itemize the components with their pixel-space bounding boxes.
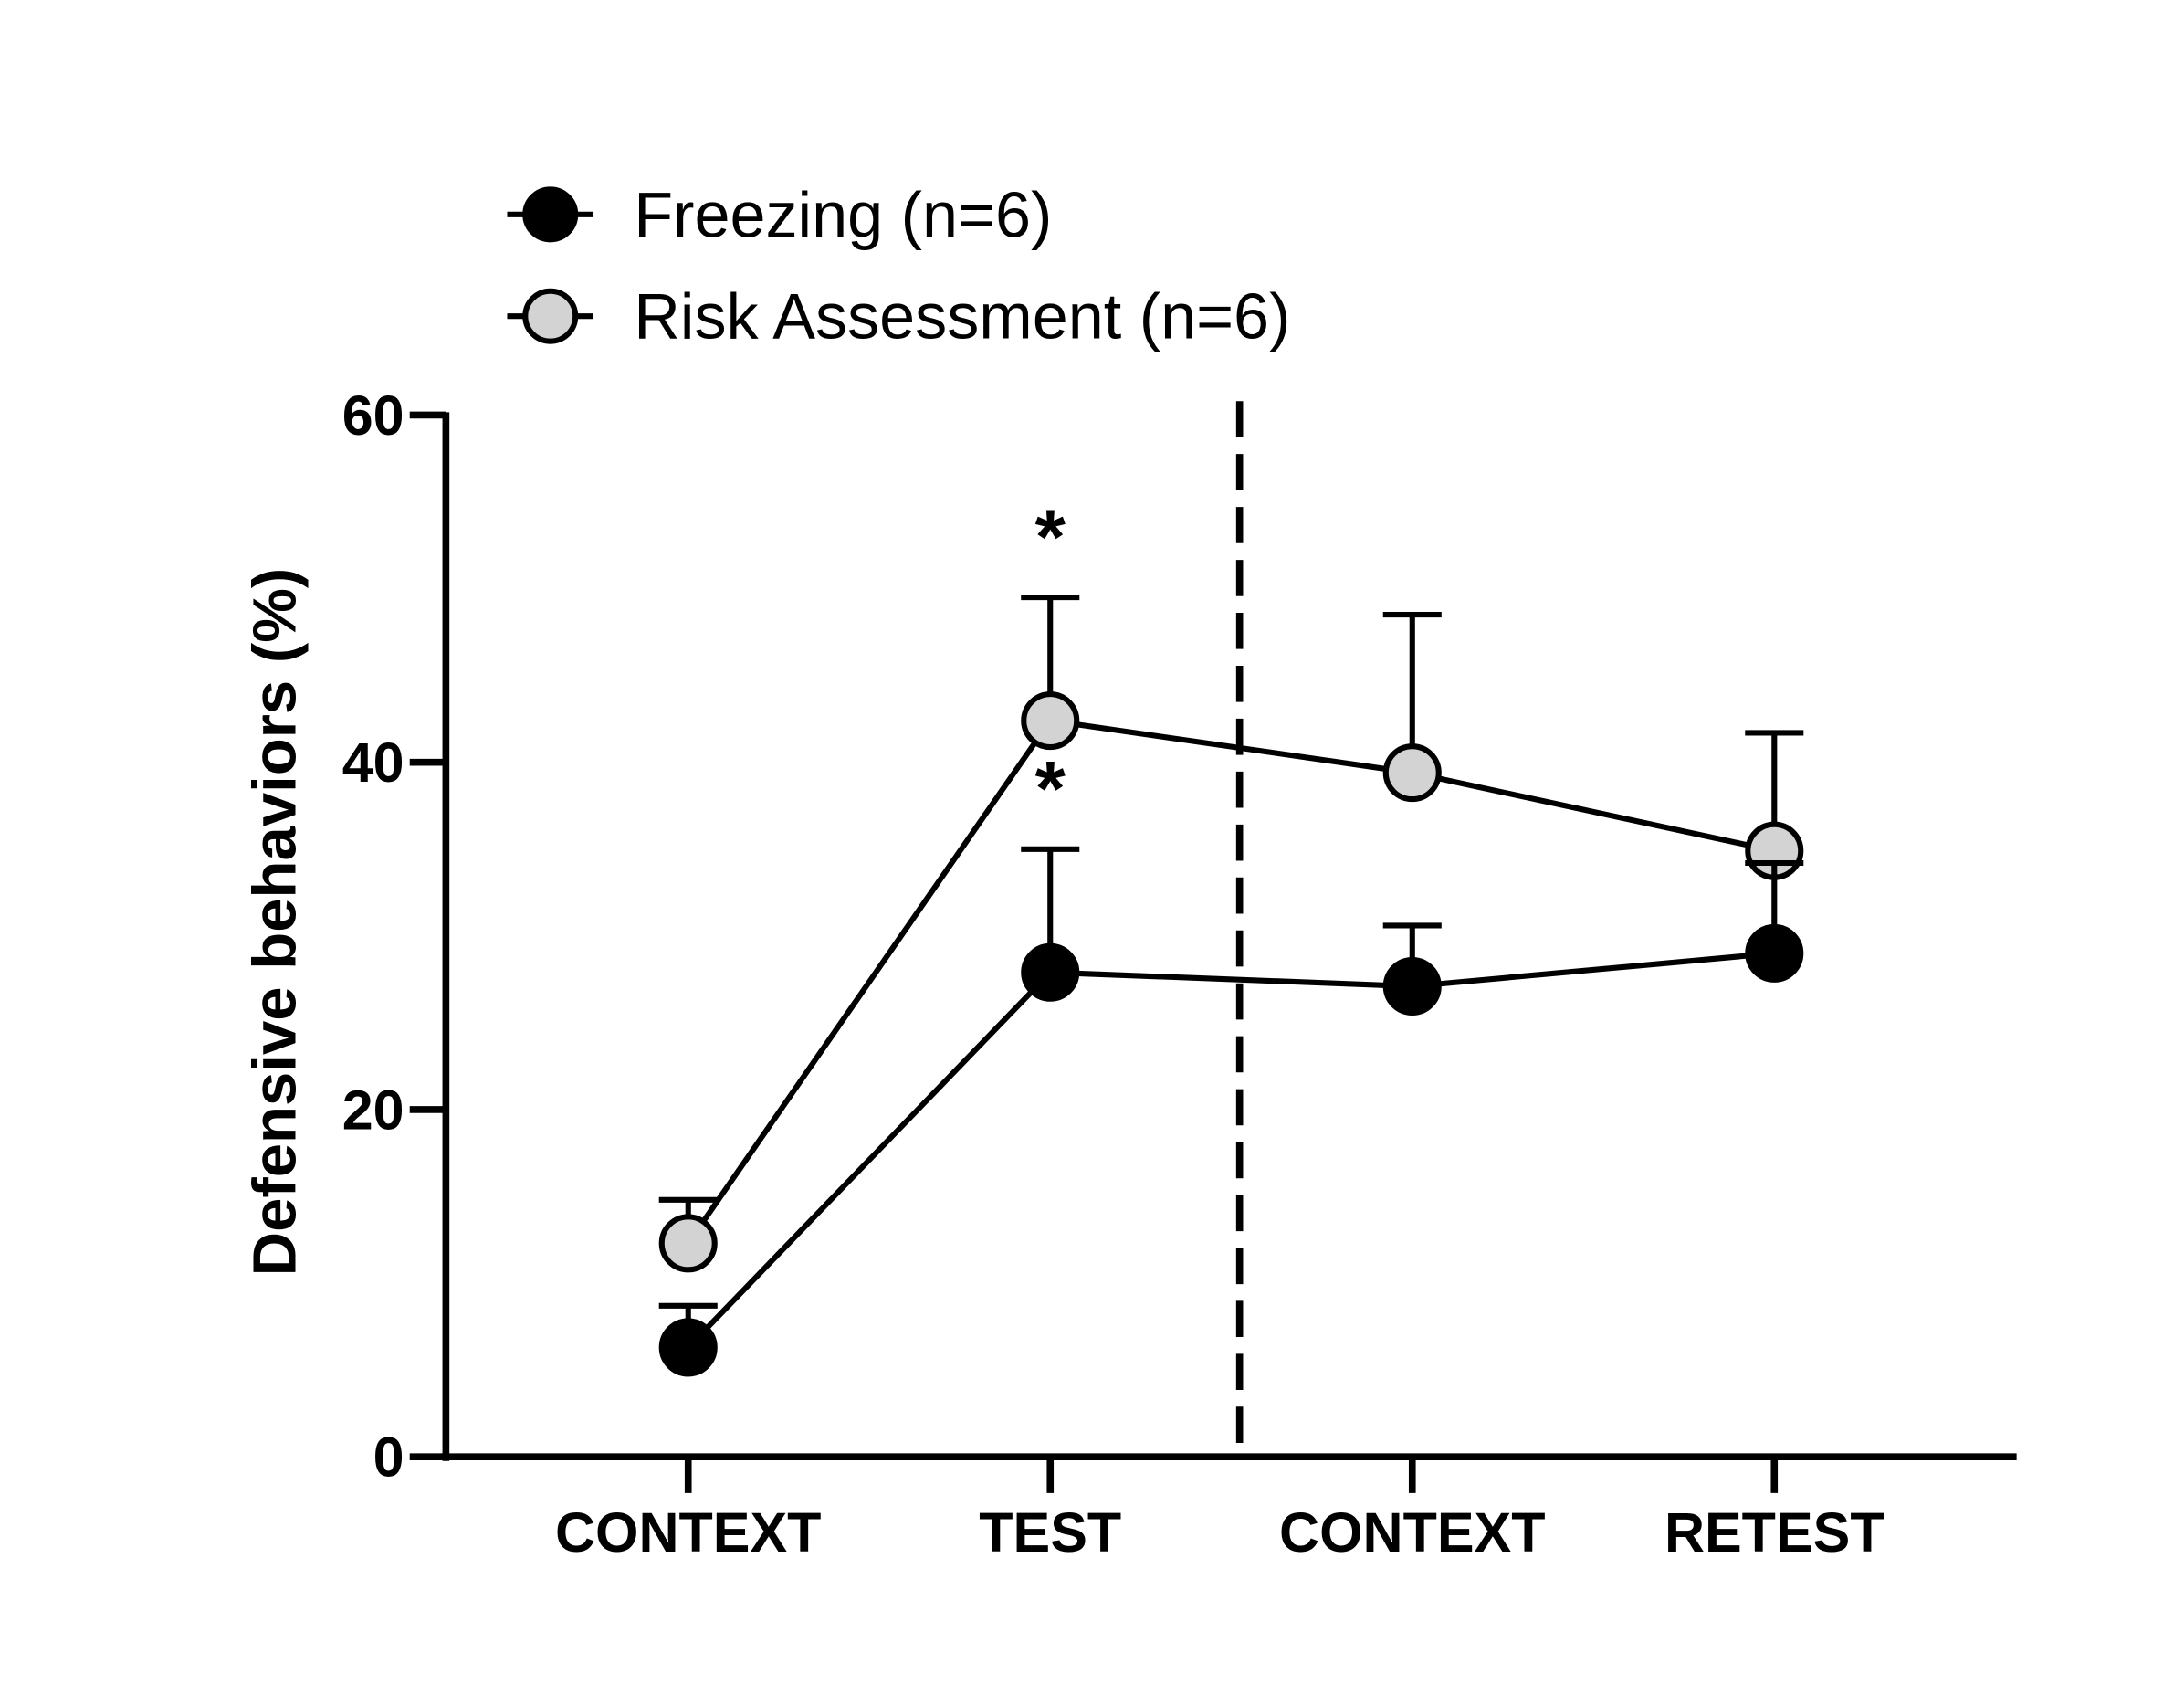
series-risk-assessment [658,595,1804,1273]
legend-marker [522,288,579,344]
y-tick-label: 60 [342,384,404,447]
series-line [686,717,1775,1246]
x-tick-label: TEST [979,1501,1121,1563]
y-tick-label: 0 [373,1427,404,1489]
x-tick-label: RETEST [1664,1501,1885,1563]
data-point [1745,923,1804,983]
series-freezing [658,846,1804,1377]
series-line [686,950,1775,1350]
significance-asterisk: * [1035,494,1066,581]
data-point [658,1214,718,1273]
y-axis-label: Defensive behaviors (%) [241,568,310,1277]
legend-label: Freezing (n=6) [634,178,1052,250]
significance-asterisk: * [1035,746,1066,833]
legend: Freezing (n=6) Risk Assessment (n=6) [507,178,1290,353]
data-point [1382,743,1442,803]
data-point [658,1318,718,1377]
legend-label: Risk Assessment (n=6) [634,280,1290,353]
legend-marker [522,186,579,243]
y-tick-label: 40 [342,732,404,794]
y-tick-label: 20 [342,1079,404,1141]
data-point [1382,956,1442,1016]
x-tick-label: CONTEXT [555,1501,821,1563]
data-point [1021,691,1080,751]
plot-area: ** [658,494,1804,1377]
data-point [1021,942,1080,1002]
x-tick-label: CONTEXT [1279,1501,1545,1563]
axes: 0 20 40 60 CONTEXT TEST CONTEXT RETEST [342,384,2017,1563]
